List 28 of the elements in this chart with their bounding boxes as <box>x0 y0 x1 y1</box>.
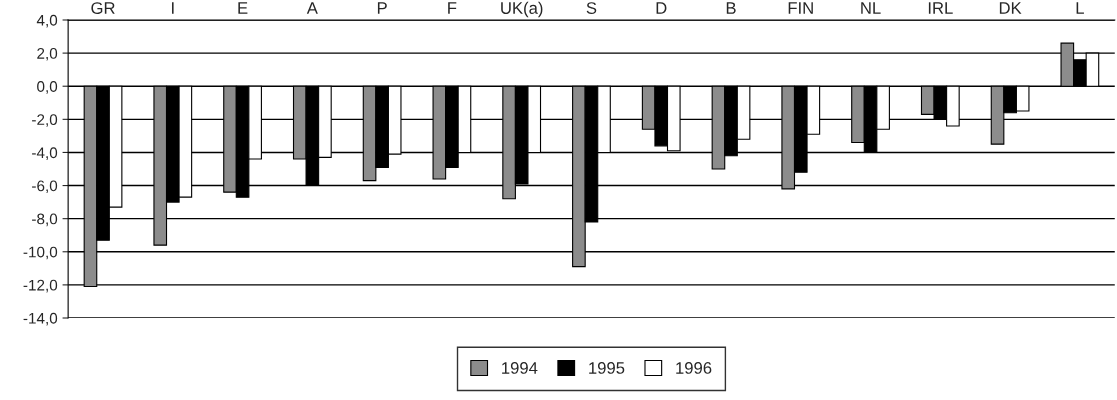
y-tick-label: 4,0 <box>36 14 58 28</box>
y-tick-label: -12,0 <box>23 279 58 293</box>
legend-label: 1996 <box>676 362 712 374</box>
x-tick-label: UK(a) <box>501 1 543 18</box>
y-tick-label: -6,0 <box>32 180 58 194</box>
x-tick-label: B <box>726 2 736 14</box>
legend-label: 1994 <box>502 362 538 374</box>
x-tick-label: P <box>377 2 387 14</box>
x-tick-label: L <box>1076 2 1084 14</box>
x-tick-label: A <box>306 2 318 14</box>
y-tick-label: 2,0 <box>37 47 58 61</box>
y-tick-label: -8,0 <box>32 213 58 227</box>
x-tick-label: IRL <box>928 2 953 14</box>
x-tick-label: NL <box>861 2 881 14</box>
x-tick-label: S <box>586 2 597 14</box>
x-tick-label: E <box>238 2 248 14</box>
y-tick-label: 0,0 <box>37 81 58 94</box>
y-tick-label: -10,0 <box>23 246 58 260</box>
y-tick-label: -14,0 <box>23 312 58 326</box>
x-tick-label: DK <box>999 2 1022 14</box>
y-tick-label: -2,0 <box>32 114 58 127</box>
x-tick-label: I <box>172 2 174 14</box>
x-tick-label: GR <box>91 2 115 14</box>
y-tick-label: -4,0 <box>32 147 58 160</box>
x-tick-label: F <box>448 2 457 14</box>
x-tick-label: D <box>656 2 667 14</box>
legend-label: 1995 <box>589 362 625 374</box>
x-tick-label: FIN <box>788 2 813 14</box>
